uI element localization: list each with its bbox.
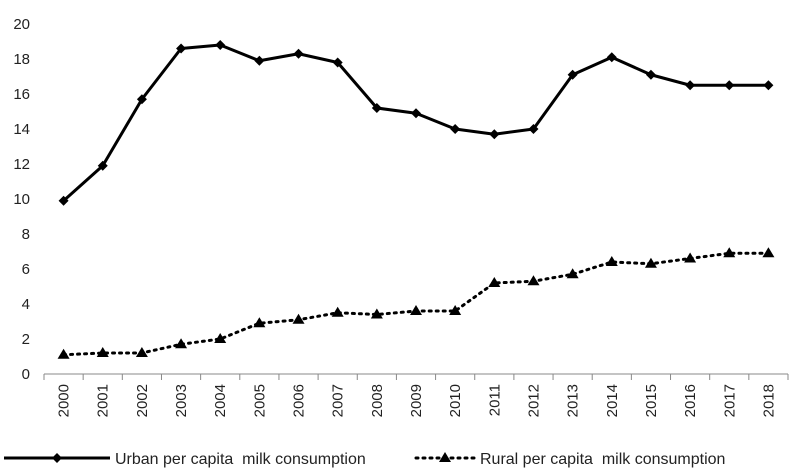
x-tick-label-2003: 2003 [173,384,190,417]
x-tick-label-2009: 2009 [408,384,425,417]
y-axis-ticks: 0 2 4 6 8 10 12 14 16 18 20 [13,16,30,383]
rural-point-2011 [488,277,501,287]
y-tick-label-10: 10 [13,191,30,208]
x-tick-label-2007: 2007 [330,384,347,417]
legend-urban-label: Urban per capita milk consumption [115,451,366,468]
series-urban [58,40,774,206]
rural-point-2007 [331,306,344,317]
rural-point-2018 [762,247,775,258]
y-tick-label-2: 2 [22,331,30,348]
urban-point-2012 [528,124,539,134]
x-tick-label-2011: 2011 [486,384,503,416]
urban-point-2004 [215,40,226,50]
series-urban-line [62,43,769,202]
x-tick-label-2016: 2016 [682,384,699,417]
x-tick-label-2001: 2001 [95,384,112,417]
urban-point-2018 [763,80,774,91]
x-axis-ticks: 2000 2001 2002 2003 2004 2005 2006 2007 2008 2009… [43,374,789,417]
urban-point-2016 [685,80,696,91]
x-tick-label-2012: 2012 [525,384,542,417]
urban-point-2006 [293,48,304,59]
urban-point-2009 [411,108,421,119]
legend: Urban per capita milk consumption Rural … [4,451,725,468]
series-rural [57,247,775,359]
rural-point-2004 [214,333,227,343]
legend-rural-triangle-icon [439,452,451,462]
rural-point-2017 [723,247,736,258]
urban-point-2000 [58,195,69,206]
y-tick-label-0: 0 [22,366,30,383]
urban-point-2017 [724,80,735,91]
series-layer [57,40,775,359]
urban-point-2011 [489,129,500,140]
series-rural-line [62,251,770,357]
x-tick-label-2010: 2010 [447,384,464,417]
x-tick-label-2008: 2008 [369,384,386,417]
urban-point-2008 [371,103,382,113]
rural-point-2008 [370,308,383,319]
urban-point-2010 [450,124,461,134]
urban-point-2001 [97,160,108,171]
legend-urban-diamond-icon [52,453,62,463]
y-tick-label-8: 8 [22,226,30,243]
rural-point-2013 [566,268,579,279]
y-tick-label-14: 14 [13,121,30,138]
rural-point-2003 [175,338,188,349]
x-tick-label-2015: 2015 [643,384,660,417]
rural-point-2010 [449,305,462,315]
rural-point-2002 [135,347,148,357]
rural-point-2001 [96,347,109,357]
x-tick-label-2013: 2013 [565,384,582,417]
x-tick-label-2000: 2000 [56,384,73,417]
urban-point-2007 [332,57,343,68]
y-tick-label-20: 20 [13,16,30,33]
legend-item-urban: Urban per capita milk consumption [4,451,366,468]
rural-point-2012 [527,275,540,286]
rural-point-2016 [684,252,697,263]
urban-point-2003 [176,43,187,54]
rural-point-2000 [57,348,70,359]
x-tick-label-2005: 2005 [251,384,268,417]
urban-point-2013 [567,69,578,80]
legend-item-rural: Rural per capita milk consumption [414,451,725,468]
urban-point-2014 [606,52,617,63]
y-tick-label-16: 16 [13,86,30,103]
y-tick-label-4: 4 [22,296,30,313]
rural-point-2005 [253,317,266,328]
urban-point-2005 [254,55,265,66]
rural-point-2015 [644,257,657,268]
x-tick-label-2014: 2014 [604,384,621,417]
x-tick-label-2017: 2017 [721,384,738,417]
rural-point-2014 [605,256,618,266]
x-tick-label-2004: 2004 [212,384,229,417]
y-tick-label-12: 12 [13,156,30,173]
rural-point-2006 [292,313,305,324]
x-tick-label-2018: 2018 [760,384,777,417]
legend-rural-label: Rural per capita milk consumption [480,451,725,468]
rural-point-2009 [410,305,422,315]
x-tick-label-2002: 2002 [134,384,151,417]
urban-point-2002 [136,94,147,105]
urban-point-2015 [645,69,656,80]
y-tick-label-18: 18 [13,51,30,68]
x-tick-label-2006: 2006 [291,384,308,417]
y-tick-label-6: 6 [22,261,30,278]
